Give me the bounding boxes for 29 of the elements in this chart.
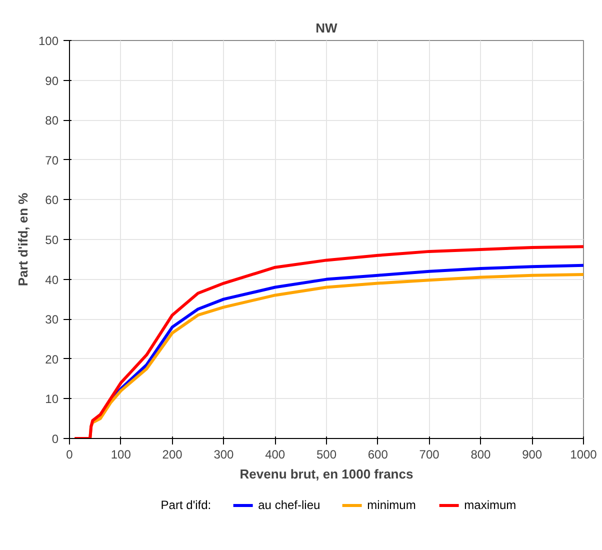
x-tick-label: 300: [214, 448, 234, 462]
x-tick-label: 700: [419, 448, 440, 462]
legend-label: au chef-lieu: [258, 498, 320, 512]
x-tick-label: 200: [162, 448, 183, 462]
legend-label: maximum: [464, 498, 516, 512]
x-tick-label: 800: [470, 448, 492, 462]
y-axis-title: Part d'ifd, en %: [15, 192, 30, 286]
chart-title: NW: [316, 20, 338, 36]
legend-title: Part d'ifd:: [160, 498, 212, 512]
x-tick-label: 100: [110, 448, 132, 462]
x-tick-label: 1000: [570, 448, 598, 462]
y-tick-label: 70: [45, 153, 59, 168]
y-tick-label: 90: [45, 74, 59, 88]
y-tick-label: 20: [45, 352, 59, 366]
y-tick-label: 30: [45, 312, 59, 327]
x-axis-title: Revenu brut, en 1000 francs: [240, 466, 414, 482]
y-tick-label: 40: [45, 272, 59, 287]
y-tick-label: 0: [52, 432, 59, 446]
x-tick-label: 400: [265, 448, 286, 462]
y-tick-label: 80: [45, 114, 59, 128]
y-tick-label: 100: [38, 34, 59, 48]
y-tick-label: 60: [45, 193, 59, 208]
x-tick-label: 500: [316, 448, 337, 462]
y-tick-label: 50: [45, 233, 59, 247]
y-tick-label: 10: [45, 392, 59, 406]
x-tick-label: 600: [368, 448, 388, 462]
x-tick-label: 900: [522, 448, 542, 462]
x-tick-label: 0: [66, 448, 74, 462]
legend-label: minimum: [367, 498, 417, 512]
